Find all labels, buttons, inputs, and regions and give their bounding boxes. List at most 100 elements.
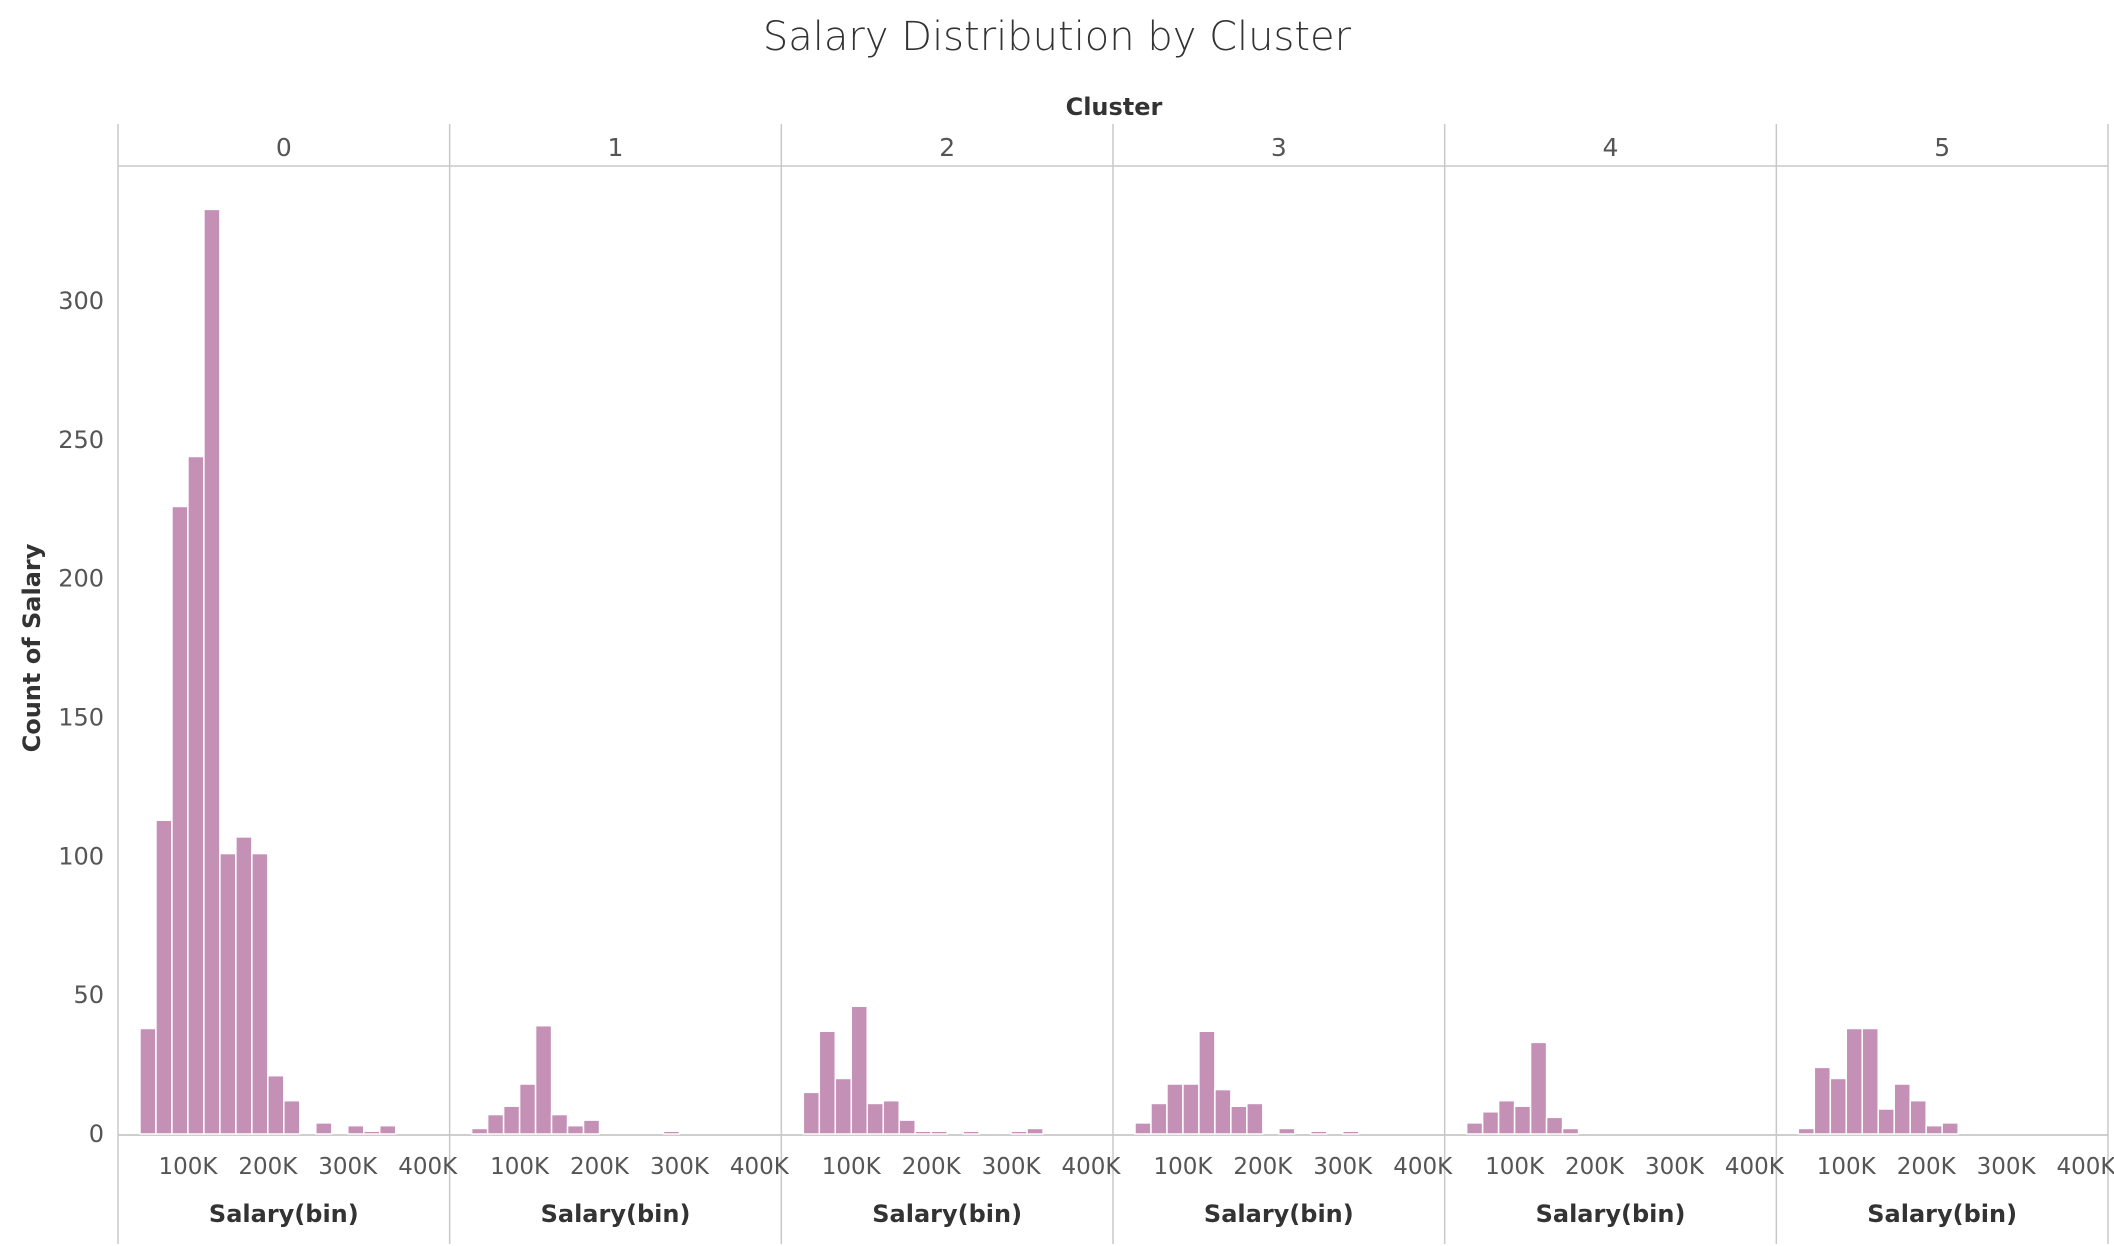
histogram-bar <box>550 1113 569 1135</box>
panel-label: 3 <box>1271 133 1287 162</box>
panel-cluster-2: 2 100K 200K 300K 400K Salary(bin) <box>802 133 1121 1228</box>
panel-cluster-4: 4 100K 200K 300K 400K Salary(bin) <box>1465 133 1785 1228</box>
histogram-bar <box>1529 1041 1548 1135</box>
y-tick-label: 150 <box>58 704 104 732</box>
panel-cluster-1: 1 100K 200K 300K 400K Salary(bin) <box>470 133 790 1228</box>
histogram-bar <box>251 852 269 1135</box>
histogram-bar <box>1134 1122 1152 1135</box>
histogram-bar <box>866 1102 884 1135</box>
histogram-bar <box>534 1024 553 1135</box>
histogram-bar <box>1797 1127 1816 1135</box>
histogram-bar <box>486 1113 505 1135</box>
y-tick-label: 100 <box>58 842 104 870</box>
x-tick-label: 100K <box>1153 1154 1213 1180</box>
x-tick-label: 100K <box>490 1154 550 1180</box>
histogram-bar <box>882 1099 900 1135</box>
x-axis-title: Salary(bin) <box>1867 1200 2017 1228</box>
histogram-bar <box>1877 1108 1895 1135</box>
x-tick-label: 400K <box>1393 1154 1453 1180</box>
y-tick-label: 200 <box>58 565 104 593</box>
histogram-bar <box>1010 1130 1028 1135</box>
histogram-bar <box>347 1124 365 1135</box>
x-axis-title: Salary(bin) <box>1204 1200 1354 1228</box>
histogram-bar <box>1310 1130 1328 1135</box>
x-tick-label: 400K <box>2057 1154 2114 1180</box>
y-tick-label: 0 <box>89 1120 104 1148</box>
histogram-bar <box>834 1077 853 1135</box>
x-tick-label: 100K <box>1817 1154 1877 1180</box>
histogram-bar <box>1925 1124 1943 1135</box>
facet-title: Cluster <box>1066 93 1163 121</box>
y-tick-label: 50 <box>73 981 104 1009</box>
x-tick-label: 200K <box>1897 1154 1957 1180</box>
histogram-bar <box>1246 1102 1264 1135</box>
panel-label: 1 <box>608 133 624 162</box>
x-axis-title: Salary(bin) <box>872 1200 1022 1228</box>
y-axis-title: Count of Salary <box>18 543 46 752</box>
histogram-bar <box>235 836 253 1135</box>
x-tick-label: 100K <box>822 1154 882 1180</box>
histogram-bar <box>203 208 221 1135</box>
histogram-bar <box>219 852 237 1135</box>
histogram-bar <box>1545 1116 1564 1135</box>
panel-cluster-5: 5 100K 200K 300K 400K Salary(bin) <box>1797 133 2114 1228</box>
histogram-bar <box>1513 1105 1532 1135</box>
x-tick-label: 300K <box>1645 1154 1705 1180</box>
x-tick-label: 400K <box>398 1154 458 1180</box>
histogram-bar <box>914 1130 932 1135</box>
x-axis-title: Salary(bin) <box>1536 1200 1686 1228</box>
histogram-bar <box>1342 1130 1360 1135</box>
x-tick-label: 300K <box>982 1154 1042 1180</box>
x-tick-label: 300K <box>1977 1154 2037 1180</box>
histogram-bar <box>662 1130 681 1135</box>
histogram-bar <box>1214 1088 1232 1135</box>
histogram-bar <box>1166 1083 1184 1135</box>
histogram-bar <box>1561 1127 1580 1135</box>
histogram-bar <box>802 1091 821 1135</box>
histogram-bar <box>1465 1122 1484 1135</box>
histogram-bar <box>1481 1111 1500 1135</box>
histogram-bar <box>187 455 205 1135</box>
x-tick-label: 100K <box>158 1154 218 1180</box>
panels: 0 100K 200K 300K 400K Salary(bin) 1 100K 200K 300… <box>139 133 2114 1228</box>
x-axis-title: Salary(bin) <box>541 1200 691 1228</box>
histogram-bar <box>1497 1099 1516 1135</box>
histogram-bar <box>470 1127 489 1135</box>
histogram-bar <box>267 1074 285 1135</box>
histogram-bar <box>378 1124 397 1135</box>
histogram-bar <box>1861 1027 1879 1135</box>
panel-cluster-0: 0 100K 200K 300K 400K Salary(bin) <box>139 133 458 1228</box>
histogram-bar <box>1893 1083 1911 1135</box>
x-tick-label: 200K <box>902 1154 962 1180</box>
histogram-bar <box>1909 1099 1927 1135</box>
histogram-bar <box>155 819 173 1135</box>
histogram-bar <box>566 1124 585 1135</box>
histogram-bar <box>1829 1077 1848 1135</box>
histogram-bar <box>1845 1027 1864 1135</box>
panel-label: 0 <box>276 133 292 162</box>
panel-label: 2 <box>939 133 955 162</box>
x-tick-label: 200K <box>570 1154 630 1180</box>
histogram-bar <box>582 1119 601 1135</box>
histogram-bar <box>283 1099 301 1135</box>
x-tick-label: 400K <box>1725 1154 1785 1180</box>
histogram-bar <box>1198 1030 1216 1135</box>
x-tick-label: 200K <box>238 1154 298 1180</box>
histogram-bar <box>502 1105 521 1135</box>
panel-label: 5 <box>1934 133 1950 162</box>
histogram-bar <box>1026 1127 1044 1135</box>
chart-title: Salary Distribution by Cluster <box>762 14 1352 60</box>
y-axis: 0 50 100 150 200 250 300 <box>58 287 104 1148</box>
x-tick-label: 300K <box>1313 1154 1373 1180</box>
histogram-bar <box>1278 1127 1296 1135</box>
histogram-bar <box>518 1083 537 1135</box>
histogram-bar <box>1230 1105 1248 1135</box>
x-axis-title: Salary(bin) <box>209 1200 359 1228</box>
histogram-bar <box>315 1122 333 1135</box>
y-tick-label: 300 <box>58 287 104 315</box>
x-tick-label: 300K <box>650 1154 710 1180</box>
histogram-bar <box>818 1030 837 1135</box>
histogram-bar <box>1150 1102 1168 1135</box>
histogram-bar <box>171 505 189 1135</box>
